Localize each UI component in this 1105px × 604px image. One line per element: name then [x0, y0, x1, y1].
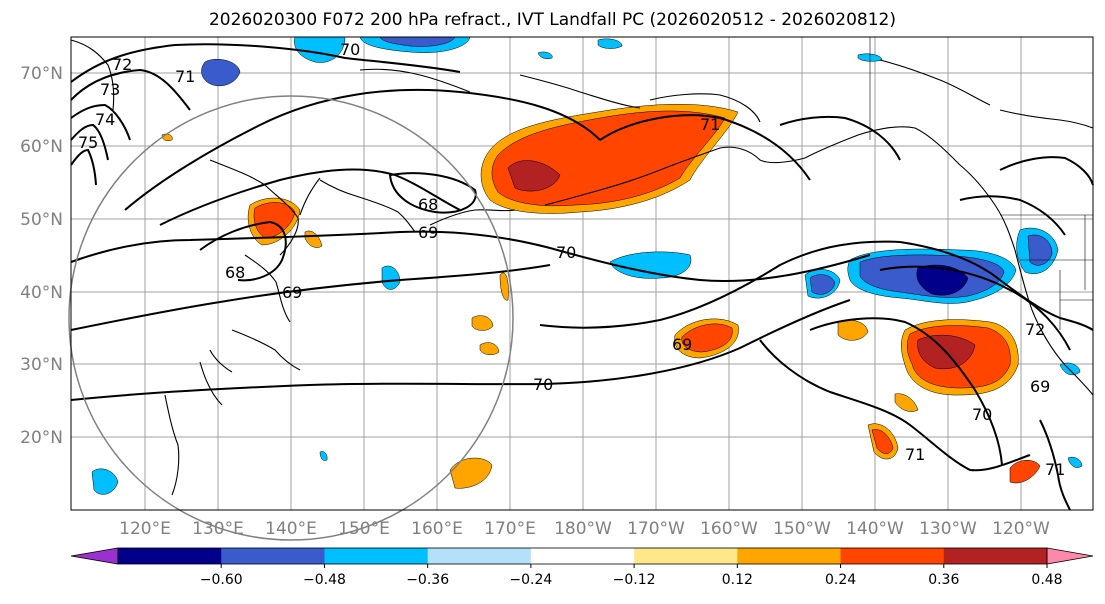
lon-label: 130°W: [919, 519, 977, 539]
lat-label: 70°N: [20, 64, 63, 84]
colorbar-tick-label: −0.60: [200, 572, 243, 588]
lat-label: 50°N: [20, 210, 63, 230]
lat-label: 60°N: [20, 137, 63, 157]
lon-label: 160°W: [700, 519, 758, 539]
colorbar-tick-label: 0.48: [1031, 572, 1062, 588]
contour-label: 69: [418, 223, 438, 242]
contour-label: 75: [78, 133, 98, 152]
longitude-labels: 120°E 130°E 140°E 150°E 160°E 170°E 180°…: [119, 519, 1050, 539]
lon-label: 140°E: [265, 519, 317, 539]
contour-label: 73: [100, 80, 120, 99]
contour-label: 68: [418, 195, 438, 214]
colorbar-bin: [427, 548, 532, 564]
lat-label: 20°N: [20, 428, 63, 448]
colorbar-tick-label: 0.12: [722, 572, 753, 588]
contour-label: 71: [905, 445, 925, 464]
colorbar: −0.60 −0.48 −0.36 −0.24 −0.12 0.12 0.24 0.36 0.4…: [70, 547, 1094, 588]
contour-label: 70: [972, 405, 992, 424]
lon-label: 120°W: [992, 519, 1050, 539]
colorbar-bin: [324, 548, 429, 564]
colorbar-extend-low: [70, 547, 119, 565]
contour-label: 69: [672, 335, 692, 354]
contour-label: 71: [700, 115, 720, 134]
lat-label: 40°N: [20, 283, 63, 303]
lon-label: 120°E: [119, 519, 171, 539]
lon-label: 130°E: [192, 519, 244, 539]
colorbar-tick-label: −0.24: [509, 572, 552, 588]
contour-label: 71: [1045, 460, 1065, 479]
colorbar-bin: [118, 548, 222, 564]
colorbar-bin: [221, 548, 325, 564]
contour-label: 70: [340, 40, 360, 59]
ivt-filled-field: [91, 36, 1083, 495]
contour-label: 70: [556, 243, 576, 262]
range-circle: [68, 95, 514, 541]
contour-label: 70: [533, 375, 553, 394]
lat-label: 30°N: [20, 355, 63, 375]
colorbar-bin: [737, 548, 842, 564]
lon-label: 170°E: [484, 519, 536, 539]
refractivity-contours: [70, 43, 1094, 511]
colorbar-bin: [943, 548, 1048, 564]
graticule: [71, 37, 1093, 510]
colorbar-bin: [634, 548, 738, 564]
colorbar-tick-label: −0.12: [613, 572, 656, 588]
contour-label: 71: [175, 67, 195, 86]
colorbar-bin: [840, 548, 945, 564]
coastlines: [70, 39, 1094, 496]
lon-label: 150°W: [773, 519, 831, 539]
latitude-labels: 70°N 60°N 50°N 40°N 30°N 20°N: [20, 64, 63, 448]
contour-label: 68: [225, 263, 245, 282]
lon-label: 170°W: [627, 519, 685, 539]
lon-label: 180°W: [554, 519, 612, 539]
map-frame: [70, 36, 1094, 511]
map-title: 2026020300 F072 200 hPa refract., IVT La…: [208, 10, 896, 30]
contour-label: 72: [112, 55, 132, 74]
colorbar-tick-label: 0.24: [825, 572, 856, 588]
colorbar-extend-high: [1046, 547, 1094, 565]
lon-label: 140°W: [846, 519, 904, 539]
colorbar-tick-label: 0.36: [928, 572, 959, 588]
contour-label: 69: [1030, 377, 1050, 396]
contour-label: 72: [1025, 320, 1045, 339]
lon-label: 160°E: [411, 519, 463, 539]
colorbar-bin: [530, 548, 635, 564]
lon-label: 150°E: [338, 519, 390, 539]
colorbar-tick-label: −0.48: [303, 572, 346, 588]
colorbar-tick-label: −0.36: [406, 572, 449, 588]
contour-label: 69: [282, 283, 302, 302]
contour-labels: 72 71 73 74 75 68 69 70 68 69 70 70 69 7…: [78, 40, 1065, 479]
colorbar-outline: [117, 547, 1048, 565]
contour-label: 74: [95, 110, 115, 129]
